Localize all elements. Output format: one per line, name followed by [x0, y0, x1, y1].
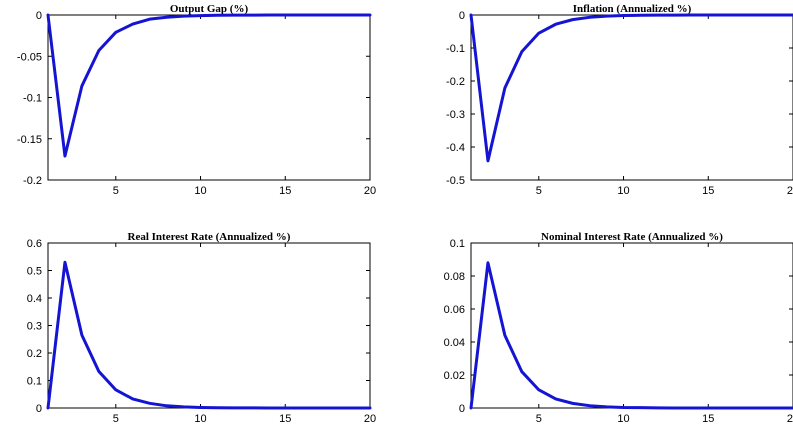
inflation-ytick-label: -0.1: [446, 43, 465, 55]
nominal-interest-rate-ytick-label: 0.02: [444, 370, 465, 382]
inflation-ytick-label: -0.5: [446, 175, 465, 187]
real-interest-rate-ytick-label: 0.1: [27, 376, 42, 388]
output-gap-ytick-label: -0.05: [17, 51, 42, 63]
nominal-interest-rate-xtick-label: 5: [536, 413, 542, 425]
nominal-interest-rate-xtick-label: 20: [787, 413, 793, 425]
inflation-ytick-label: 0: [459, 10, 465, 22]
nominal-interest-rate-panel: Nominal Interest Rate (Annualized %) 0 0.0…: [444, 231, 793, 425]
output-gap-ytick-label: 0: [36, 10, 42, 22]
inflation-ytick-label: -0.4: [446, 142, 465, 154]
real-interest-rate-xtick-label: 20: [364, 413, 376, 425]
nominal-interest-rate-ytick-label: 0: [459, 403, 465, 415]
nominal-interest-rate-ytick-label: 0.04: [444, 337, 465, 349]
output-gap-xtick-label: 15: [279, 185, 291, 197]
real-interest-rate-axes-box: [47, 242, 371, 409]
nominal-interest-rate-ytick-label: 0.08: [444, 271, 465, 283]
real-interest-rate-xtick-label: 5: [113, 413, 119, 425]
output-gap-panel: Output Gap (%) 0 -0.05 -0.1 -0.15 -0.2 5 10 15 20: [17, 3, 376, 197]
inflation-series-line: [469, 13, 793, 163]
real-interest-rate-ytick-label: 0.4: [27, 293, 42, 305]
output-gap-title: Output Gap (%): [170, 3, 249, 15]
output-gap-ytick-label: -0.15: [17, 134, 42, 146]
nominal-interest-rate-xtick-label: 10: [617, 413, 629, 425]
inflation-xtick-label: 15: [702, 185, 714, 197]
inflation-panel: Inflation (Annualized %) 0 -0.1 -0.2 -0.3 -0.…: [446, 3, 793, 197]
nominal-interest-rate-axes-box: [470, 242, 793, 409]
inflation-xtick-label: 10: [617, 185, 629, 197]
real-interest-rate-ytick-label: 0.2: [27, 348, 42, 360]
output-gap-xtick-label: 20: [364, 185, 376, 197]
output-gap-xtick-label: 5: [113, 185, 119, 197]
inflation-xtick-label: 5: [536, 185, 542, 197]
real-interest-rate-ytick-label: 0: [36, 403, 42, 415]
nominal-interest-rate-series-line: [469, 261, 793, 410]
output-gap-series-line: [46, 13, 372, 158]
nominal-interest-rate-ytick-label: 0.06: [444, 304, 465, 316]
real-interest-rate-ytick-label: 0.5: [27, 266, 42, 278]
nominal-interest-rate-xtick-label: 15: [702, 413, 714, 425]
inflation-ytick-label: -0.2: [446, 76, 465, 88]
real-interest-rate-xtick-label: 10: [194, 413, 206, 425]
nominal-interest-rate-title: Nominal Interest Rate (Annualized %): [541, 231, 723, 243]
output-gap-xtick-label: 10: [194, 185, 206, 197]
real-interest-rate-ytick-label: 0.3: [27, 321, 42, 333]
real-interest-rate-ytick-label: 0.6: [27, 238, 42, 250]
real-interest-rate-panel: Real Interest Rate (Annualized %) 0 0.1 0.2…: [27, 231, 376, 425]
real-interest-rate-series-line: [46, 260, 372, 410]
output-gap-axes-box: [47, 14, 371, 181]
nominal-interest-rate-ytick-label: 0.1: [450, 238, 465, 250]
output-gap-ytick-label: -0.2: [23, 175, 42, 187]
inflation-title: Inflation (Annualized %): [573, 3, 692, 15]
inflation-axes-box: [470, 14, 793, 181]
real-interest-rate-title: Real Interest Rate (Annualized %): [128, 231, 291, 243]
inflation-xtick-label: 20: [787, 185, 793, 197]
output-gap-ytick-label: -0.1: [23, 93, 42, 105]
real-interest-rate-xtick-label: 15: [279, 413, 291, 425]
inflation-ytick-label: -0.3: [446, 109, 465, 121]
